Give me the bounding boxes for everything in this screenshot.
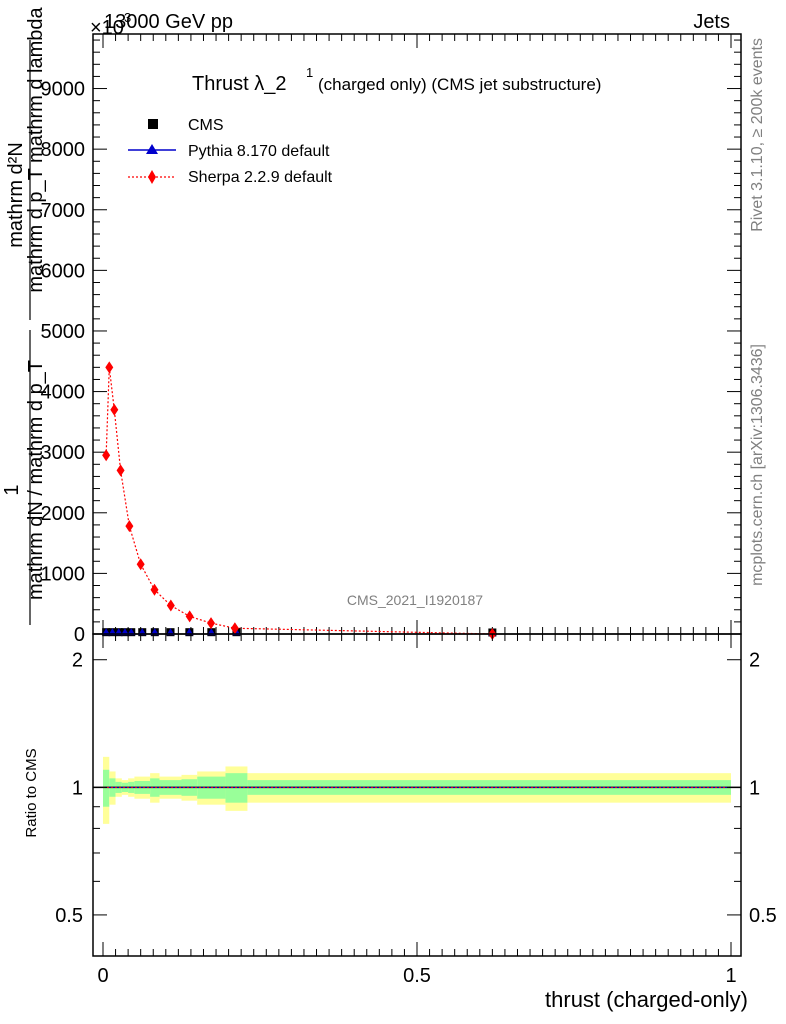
x-tick-label: 0.5 [403, 965, 431, 987]
sherpa-point [136, 558, 145, 571]
rivet-label: Rivet 3.1.10, ≥ 200k events [749, 38, 766, 232]
sherpa-point [102, 449, 111, 462]
analysis-watermark: CMS_2021_I1920187 [347, 592, 483, 608]
title-main: Thrust λ_2 [192, 73, 286, 95]
sherpa-point [150, 583, 159, 596]
sherpa-point [230, 622, 239, 635]
sherpa-point [125, 520, 134, 533]
ratio-band-green [103, 769, 110, 807]
header-right: Jets [693, 11, 730, 33]
y-label-line3: mathrm dN / mathrm d p_T [25, 360, 47, 600]
title-sup: 1 [306, 65, 313, 80]
y-tick-label: 8000 [41, 139, 86, 161]
ratio-x-axis: 0 0.5 1 [97, 634, 737, 987]
y-label-one: 1 [1, 484, 23, 495]
y-tick-label: 1000 [41, 563, 86, 585]
y-tick-label: 4000 [41, 382, 86, 404]
y-tick-label: 9000 [41, 79, 86, 101]
sherpa-point [166, 599, 175, 612]
ratio-y-tick-label-right: 2 [749, 650, 760, 672]
legend-pythia-marker [146, 144, 158, 154]
y-label-line2: mathrm d p_T mathrm d lambda [25, 6, 47, 292]
legend-cms-marker [148, 119, 158, 129]
sherpa-point [185, 610, 194, 623]
header-left: 13000 GeV pp [104, 11, 233, 33]
legend-cms-label: CMS [188, 117, 224, 134]
y-label-numerator: mathrm d²N [5, 142, 27, 248]
ratio-y-axis-label: Ratio to CMS [23, 748, 40, 837]
x-tick-label: 0 [97, 965, 108, 987]
sherpa-point [207, 617, 216, 630]
ratio-bands-layer [103, 756, 731, 824]
mcplots-label: mcplots.cern.ch [arXiv:1306.3436] [749, 344, 766, 586]
ratio-y-tick-label-right: 1 [749, 777, 760, 799]
legend-sherpa-label: Sherpa 2.2.9 default [188, 169, 333, 186]
ratio-y-tick-label: 1 [72, 777, 83, 799]
sherpa-point [110, 403, 119, 416]
y-tick-label: 5000 [41, 321, 86, 343]
main-y-axis-label: mathrm d²N mathrm d p_T mathrm d lambda … [1, 6, 47, 625]
ratio-y-tick-label: 2 [72, 650, 83, 672]
plot-title: Thrust λ_2 1 (charged only) (CMS jet sub… [192, 65, 601, 95]
legend: CMS Pythia 8.170 default Sherpa 2.2.9 de… [128, 117, 333, 186]
ratio-y-tick-label: 0.5 [55, 905, 83, 927]
y-tick-label: 6000 [41, 260, 86, 282]
legend-sherpa-marker [148, 170, 156, 184]
ratio-y-tick-label-right: 0.5 [749, 905, 777, 927]
y-tick-label: 0 [74, 624, 85, 646]
y-tick-label: 2000 [41, 503, 86, 525]
y-tick-label: 7000 [41, 200, 86, 222]
legend-pythia-label: Pythia 8.170 default [188, 143, 330, 160]
y-tick-label: 3000 [41, 442, 86, 464]
sherpa-point [116, 464, 125, 477]
main-y-axis: 0 1000 2000 3000 4000 5000 6000 7000 8000 9000 [41, 39, 741, 646]
ratio-y-axis: 0.5 0.5 1 1 2 2 [55, 650, 777, 927]
x-tick-label: 1 [725, 965, 736, 987]
exponent-power: 3 [124, 10, 131, 25]
title-rest: (charged only) (CMS jet substructure) [318, 75, 601, 94]
x-axis-label: thrust (charged-only) [545, 987, 748, 1012]
sherpa-point [105, 361, 114, 374]
